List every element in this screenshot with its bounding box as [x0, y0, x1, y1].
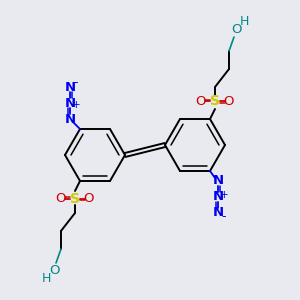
- Text: H: H: [239, 14, 249, 28]
- Text: N: N: [64, 97, 76, 110]
- Text: N: N: [212, 206, 224, 220]
- Text: N: N: [64, 80, 76, 94]
- Text: -: -: [74, 76, 78, 89]
- Text: +: +: [72, 100, 80, 110]
- Text: N: N: [212, 190, 224, 203]
- Text: S: S: [210, 94, 220, 108]
- Text: N: N: [64, 112, 76, 125]
- Text: O: O: [84, 193, 94, 206]
- Text: O: O: [224, 94, 234, 107]
- Text: O: O: [49, 265, 59, 278]
- Text: O: O: [231, 22, 241, 35]
- Text: O: O: [56, 193, 66, 206]
- Text: -: -: [222, 211, 226, 224]
- Text: N: N: [212, 175, 224, 188]
- Text: S: S: [70, 192, 80, 206]
- Text: +: +: [220, 190, 228, 200]
- Text: H: H: [41, 272, 51, 286]
- Text: O: O: [196, 94, 206, 107]
